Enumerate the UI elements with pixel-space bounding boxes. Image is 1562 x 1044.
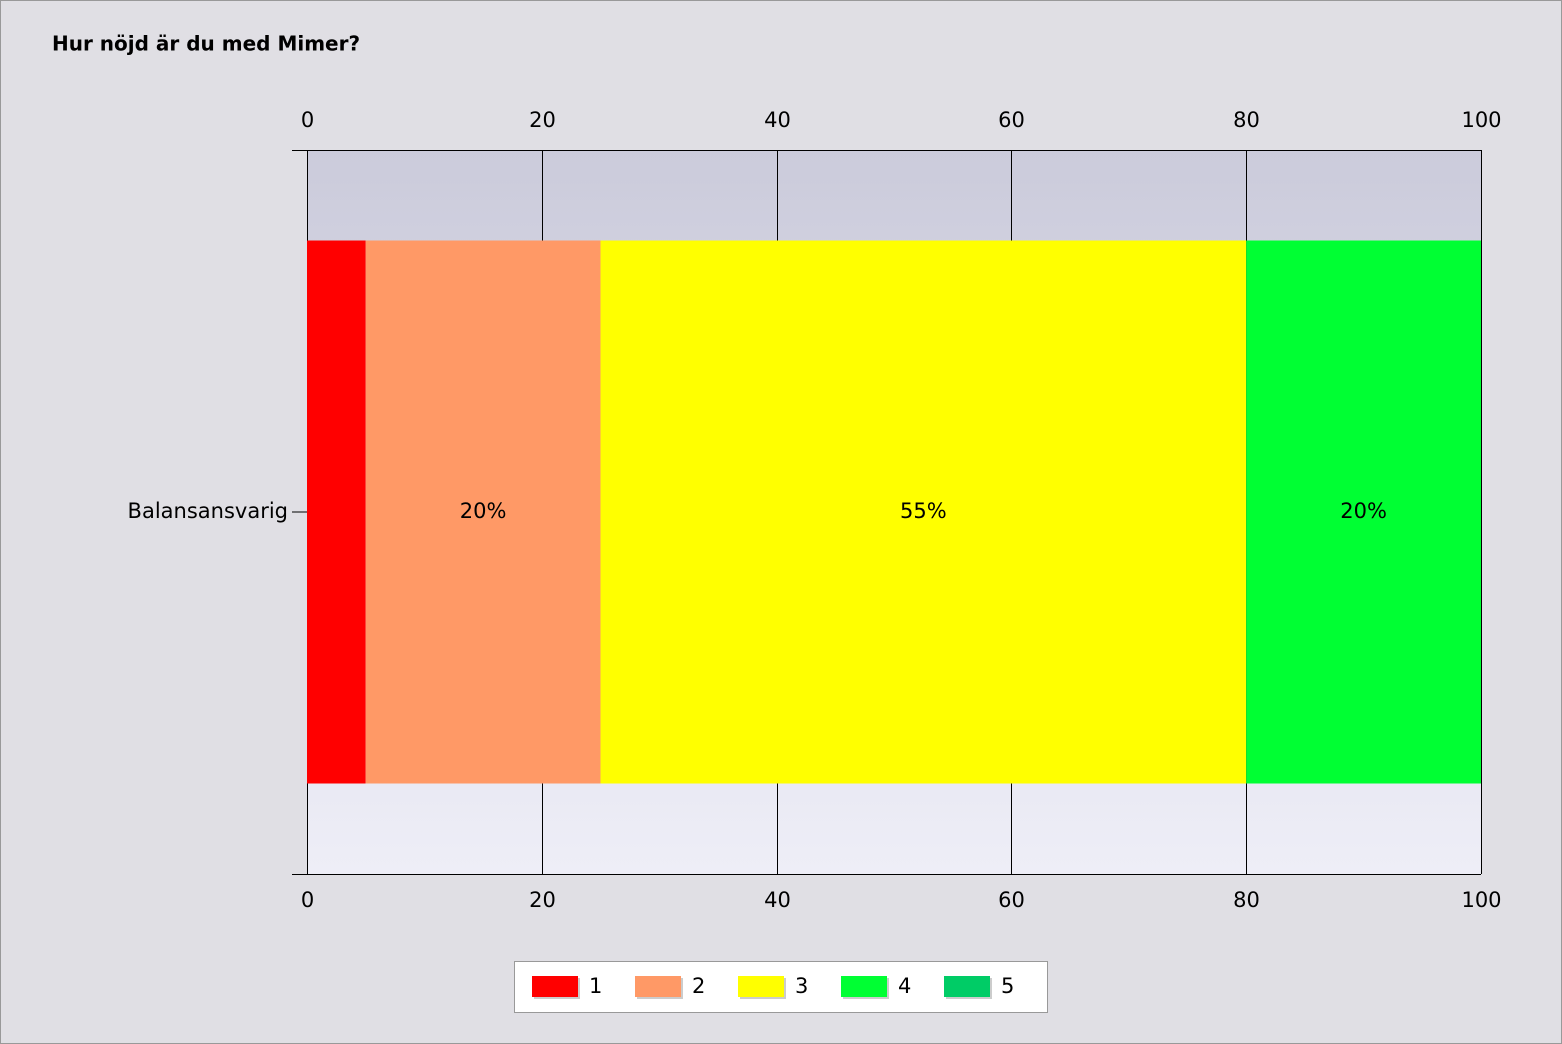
x-tick-label: 100 bbox=[1461, 888, 1501, 912]
bar-segment bbox=[1246, 240, 1481, 784]
legend-label: 1 bbox=[589, 974, 602, 998]
legend-label: 4 bbox=[898, 974, 911, 998]
x-tick-label: 40 bbox=[764, 108, 791, 132]
data-label: 20% bbox=[1340, 499, 1387, 523]
legend-swatch bbox=[738, 976, 784, 997]
x-tick-label: 60 bbox=[998, 888, 1025, 912]
legend-label: 5 bbox=[1001, 974, 1014, 998]
x-tick-label: 100 bbox=[1461, 108, 1501, 132]
legend-swatch bbox=[944, 976, 990, 997]
legend-label: 3 bbox=[795, 974, 808, 998]
data-label: 20% bbox=[460, 499, 507, 523]
x-tick-label: 60 bbox=[998, 108, 1025, 132]
y-tick-label: Balansansvarig bbox=[128, 499, 288, 523]
legend-swatch bbox=[635, 976, 681, 997]
x-tick-label: 20 bbox=[529, 108, 556, 132]
chart-title: Hur nöjd är du med Mimer? bbox=[52, 32, 360, 56]
x-tick-label: 80 bbox=[1233, 108, 1260, 132]
x-tick-label: 0 bbox=[301, 888, 314, 912]
bar-segment bbox=[307, 240, 366, 784]
legend-swatch bbox=[532, 976, 578, 997]
x-tick-label: 40 bbox=[764, 888, 791, 912]
x-tick-label: 0 bbox=[301, 108, 314, 132]
x-tick-label: 20 bbox=[529, 888, 556, 912]
bar-segment bbox=[365, 240, 601, 784]
x-tick-label: 80 bbox=[1233, 888, 1260, 912]
data-label: 55% bbox=[900, 499, 947, 523]
legend-swatch bbox=[841, 976, 887, 997]
legend-label: 2 bbox=[692, 974, 705, 998]
bar-segment bbox=[600, 240, 1247, 784]
